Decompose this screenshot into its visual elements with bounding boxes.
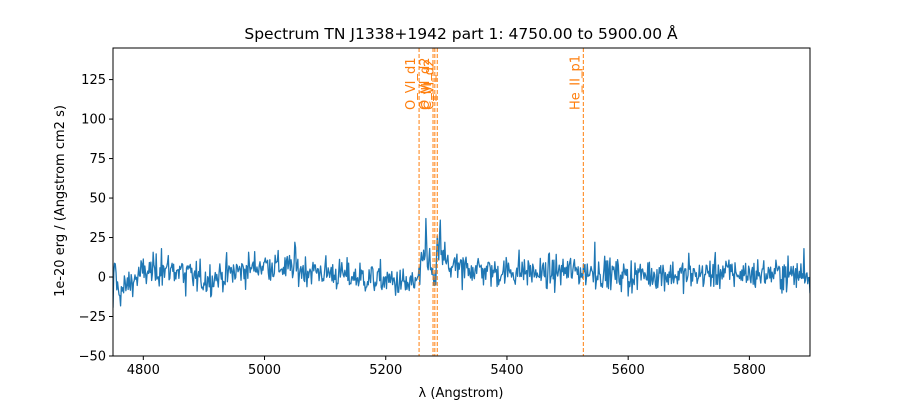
emission-line-label: C_VI_d2 bbox=[422, 59, 437, 110]
y-tick-label: 100 bbox=[81, 113, 106, 128]
emission-line-label: C_III bbox=[420, 83, 435, 110]
y-tick-label: 0 bbox=[98, 271, 106, 286]
y-tick-label: 125 bbox=[81, 73, 106, 88]
emission-line-label: O_VI_d2 bbox=[418, 58, 433, 110]
x-tick-label: 5000 bbox=[248, 363, 281, 378]
y-tick-label: 50 bbox=[89, 192, 106, 207]
chart-title: Spectrum TN J1338+1942 part 1: 4750.00 t… bbox=[244, 24, 678, 43]
plot-frame bbox=[112, 47, 811, 357]
x-tick-label: 5200 bbox=[369, 363, 402, 378]
y-tick-label: −50 bbox=[79, 350, 106, 365]
x-tick-label: 5800 bbox=[733, 363, 766, 378]
x-tick-label: 5600 bbox=[612, 363, 645, 378]
y-tick-label: 75 bbox=[89, 152, 106, 167]
spectrum-line bbox=[113, 217, 810, 308]
y-tick-label: 25 bbox=[89, 231, 106, 246]
emission-line-label: He_II_p1 bbox=[568, 55, 583, 110]
y-axis-label: 1e-20 erg / (Angstrom cm2 s) bbox=[53, 105, 68, 297]
x-axis-label: λ (Angstrom) bbox=[419, 386, 504, 400]
y-tick-label: −25 bbox=[79, 310, 106, 325]
x-tick-label: 4800 bbox=[127, 363, 160, 378]
x-tick-label: 5400 bbox=[490, 363, 523, 378]
emission-line-label: O_VI_d1 bbox=[404, 58, 419, 110]
